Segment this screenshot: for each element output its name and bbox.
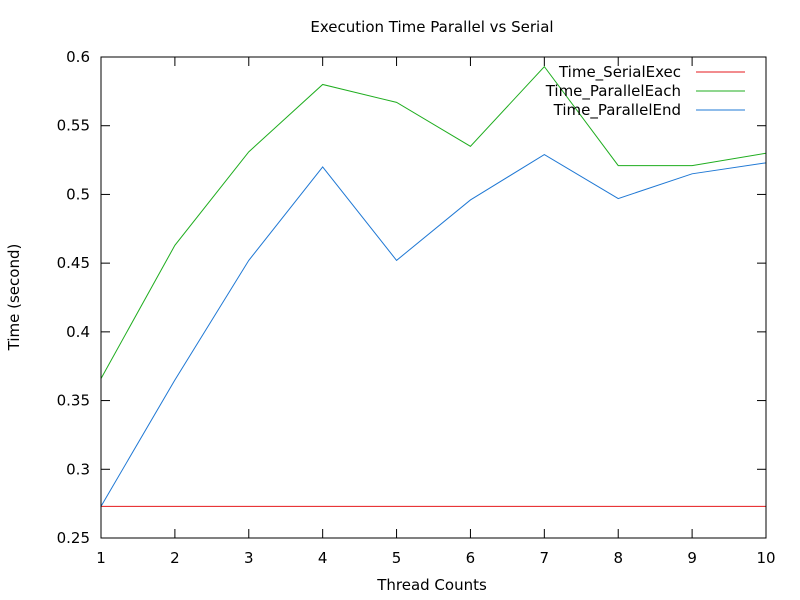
legend-label: Time_SerialExec — [558, 63, 681, 82]
x-tick-label: 2 — [170, 549, 180, 567]
x-axis-label: Thread Counts — [376, 576, 487, 594]
y-tick-label: 0.5 — [66, 185, 90, 203]
legend: Time_SerialExecTime_ParallelEachTime_Par… — [545, 63, 745, 120]
y-tick-label: 0.45 — [57, 254, 90, 272]
plot-frame — [100, 56, 767, 539]
x-tick-label: 1 — [96, 549, 106, 567]
y-tick-label: 0.55 — [57, 117, 90, 135]
series-line-time-parallelend — [100, 153, 767, 507]
legend-label: Time_ParallelEnd — [553, 101, 681, 120]
chart-title: Execution Time Parallel vs Serial — [310, 18, 553, 36]
x-tick-label: 5 — [392, 549, 402, 567]
y-tick-label: 0.3 — [66, 460, 90, 478]
y-tick-label: 0.35 — [57, 392, 90, 410]
y-tick-label: 0.6 — [66, 48, 90, 66]
plot-area — [100, 65, 767, 507]
y-tick-label: 0.4 — [66, 323, 90, 341]
x-axis: 1 2 3 4 5 6 7 8 9 10 — [96, 57, 776, 567]
y-axis-label: Time (second) — [5, 244, 23, 352]
x-tick-label: 9 — [687, 549, 697, 567]
x-tick-label: 10 — [756, 549, 775, 567]
x-tick-label: 3 — [244, 549, 254, 567]
x-tick-label: 7 — [540, 549, 550, 567]
x-tick-label: 8 — [613, 549, 623, 567]
y-tick-label: 0.25 — [57, 529, 90, 547]
y-axis: 0.25 0.3 0.35 0.4 0.45 0.5 0.55 0.6 — [57, 48, 766, 547]
legend-label: Time_ParallelEach — [545, 82, 681, 101]
x-tick-label: 6 — [466, 549, 476, 567]
x-tick-label: 4 — [318, 549, 328, 567]
series-line-time-paralleleach — [100, 65, 767, 379]
